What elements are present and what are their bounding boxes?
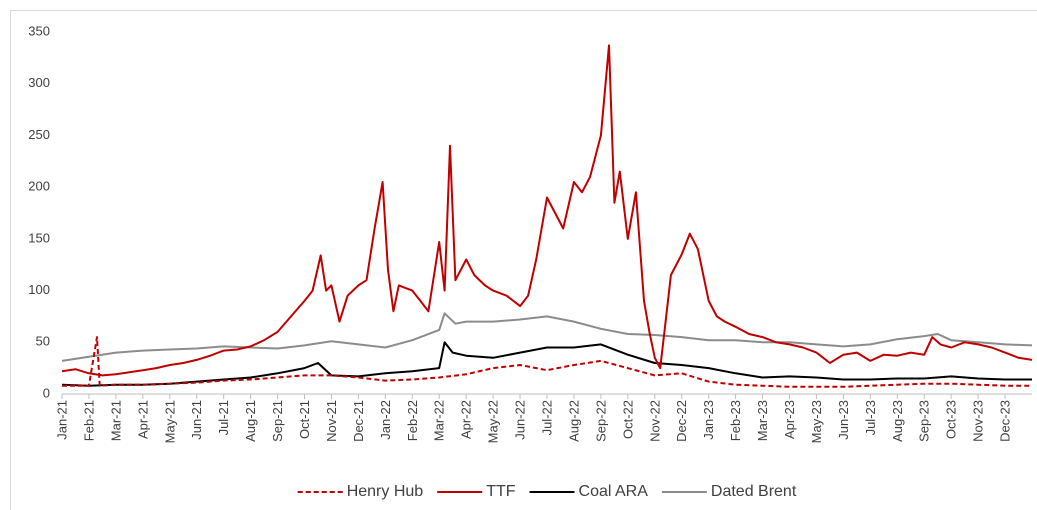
x-tick-label: May-21 [162,400,177,443]
x-tick-label: Feb-23 [728,400,743,441]
x-tick-label: Mar-22 [432,400,447,441]
x-tick-label: Aug-22 [566,400,581,442]
y-tick-label: 300 [28,75,50,90]
legend-label: Coal ARA [579,483,649,500]
y-tick-label: 50 [36,334,50,349]
x-tick-label: Apr-23 [782,400,797,439]
series-line [61,312,1033,362]
x-tick-label: May-23 [809,400,824,443]
x-tick-label: Jun-22 [513,400,528,440]
chart-frame [10,10,1037,510]
x-tick-label: Dec-22 [674,400,689,442]
x-tick-label: Sep-23 [917,400,932,442]
x-tick-label: Apr-21 [135,400,150,439]
x-tick-label: Feb-22 [405,400,420,441]
x-tick-label: Sep-21 [270,400,285,442]
x-tick-label: Oct-21 [297,400,312,439]
x-tick-label: Aug-23 [890,400,905,442]
x-tick-label: Jan-23 [701,400,716,440]
series-line [62,336,1032,388]
legend-label: Dated Brent [711,483,797,500]
legend-label: TTF [486,483,516,500]
y-tick-label: 350 [28,23,50,38]
x-tick-label: Jan-21 [55,400,70,440]
y-tick-label: 200 [28,179,50,194]
y-tick-label: 0 [43,385,50,400]
x-tick-label: Jul-23 [863,400,878,435]
x-tick-label: Nov-23 [971,400,986,442]
legend-label: Henry Hub [347,483,424,500]
x-tick-label: Feb-21 [81,400,96,441]
series-line [61,341,1032,387]
x-tick-label: Jan-22 [378,400,393,440]
x-tick-label: Apr-22 [459,400,474,439]
x-tick-label: Mar-21 [108,400,123,441]
y-tick-label: 250 [28,127,50,142]
x-tick-label: Sep-22 [593,400,608,442]
x-tick-label: Nov-22 [647,400,662,442]
x-tick-label: Oct-22 [620,400,635,439]
x-tick-label: Nov-21 [324,400,339,442]
y-tick-label: 150 [28,230,50,245]
series-line [61,44,1033,377]
x-tick-label: Jul-21 [216,400,231,435]
x-tick-label: Dec-23 [998,400,1013,442]
x-tick-label: Jul-22 [540,400,555,435]
x-tick-label: Jun-21 [189,400,204,440]
x-tick-label: May-22 [486,400,501,443]
x-tick-label: Mar-23 [755,400,770,441]
y-tick-label: 100 [28,282,50,297]
x-tick-label: Aug-21 [243,400,258,442]
x-tick-label: Oct-23 [944,400,959,439]
x-tick-label: Jun-23 [836,400,851,440]
x-tick-label: Dec-21 [351,400,366,442]
